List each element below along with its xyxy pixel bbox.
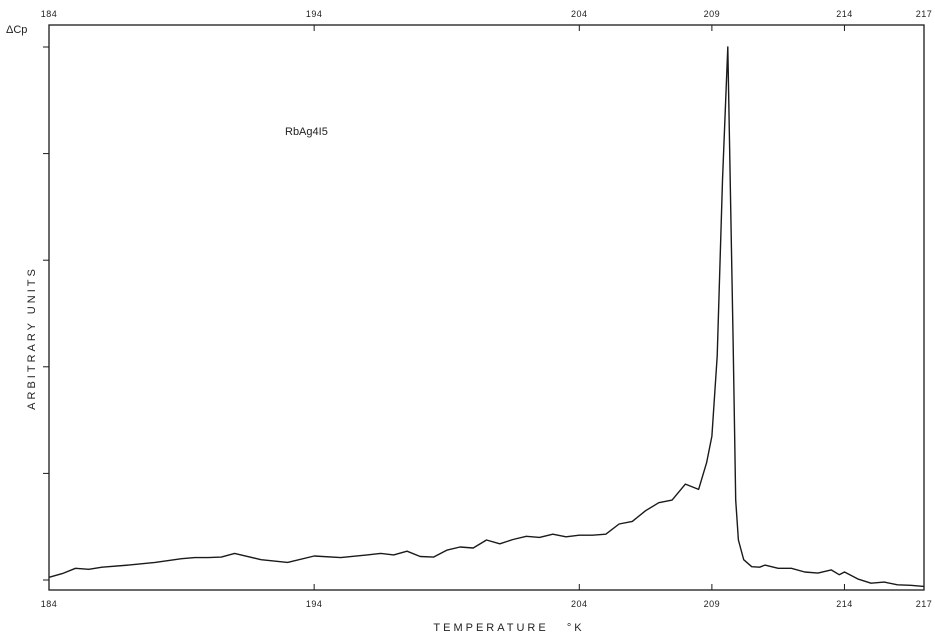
y-ticks <box>43 46 49 581</box>
x-tick-label-bottom-1: 194 <box>306 599 323 609</box>
plot-frame <box>48 24 925 591</box>
x-tick-label-top-3: 209 <box>704 9 721 19</box>
x-tick-label-bottom-3: 209 <box>704 599 721 609</box>
x-tick-label-bottom-5: 217 <box>916 599 933 609</box>
x-tick-label-bottom-2: 204 <box>571 599 588 609</box>
x-tick-label-bottom-0: 184 <box>41 599 58 609</box>
x-ticks-top: 184 194 204 209 214 217 <box>41 9 933 31</box>
x-axis-title: TEMPERATURE °K <box>433 622 584 632</box>
x-tick-label-top-2: 204 <box>571 9 588 19</box>
x-tick-label-top-4: 214 <box>836 9 853 19</box>
x-ticks-bottom: 184 194 204 209 214 217 <box>41 584 933 609</box>
x-tick-label-top-5: 217 <box>916 9 933 19</box>
y-axis-symbol: ΔCp <box>6 24 27 36</box>
annotation-label: RbAg4I5 <box>285 126 328 138</box>
x-tick-label-top-1: 194 <box>306 9 323 19</box>
x-tick-label-bottom-4: 214 <box>836 599 853 609</box>
x-tick-label-top-0: 184 <box>41 9 58 19</box>
y-axis-title: ARBITRARY UNITS <box>26 266 38 410</box>
series-line <box>48 46 925 588</box>
